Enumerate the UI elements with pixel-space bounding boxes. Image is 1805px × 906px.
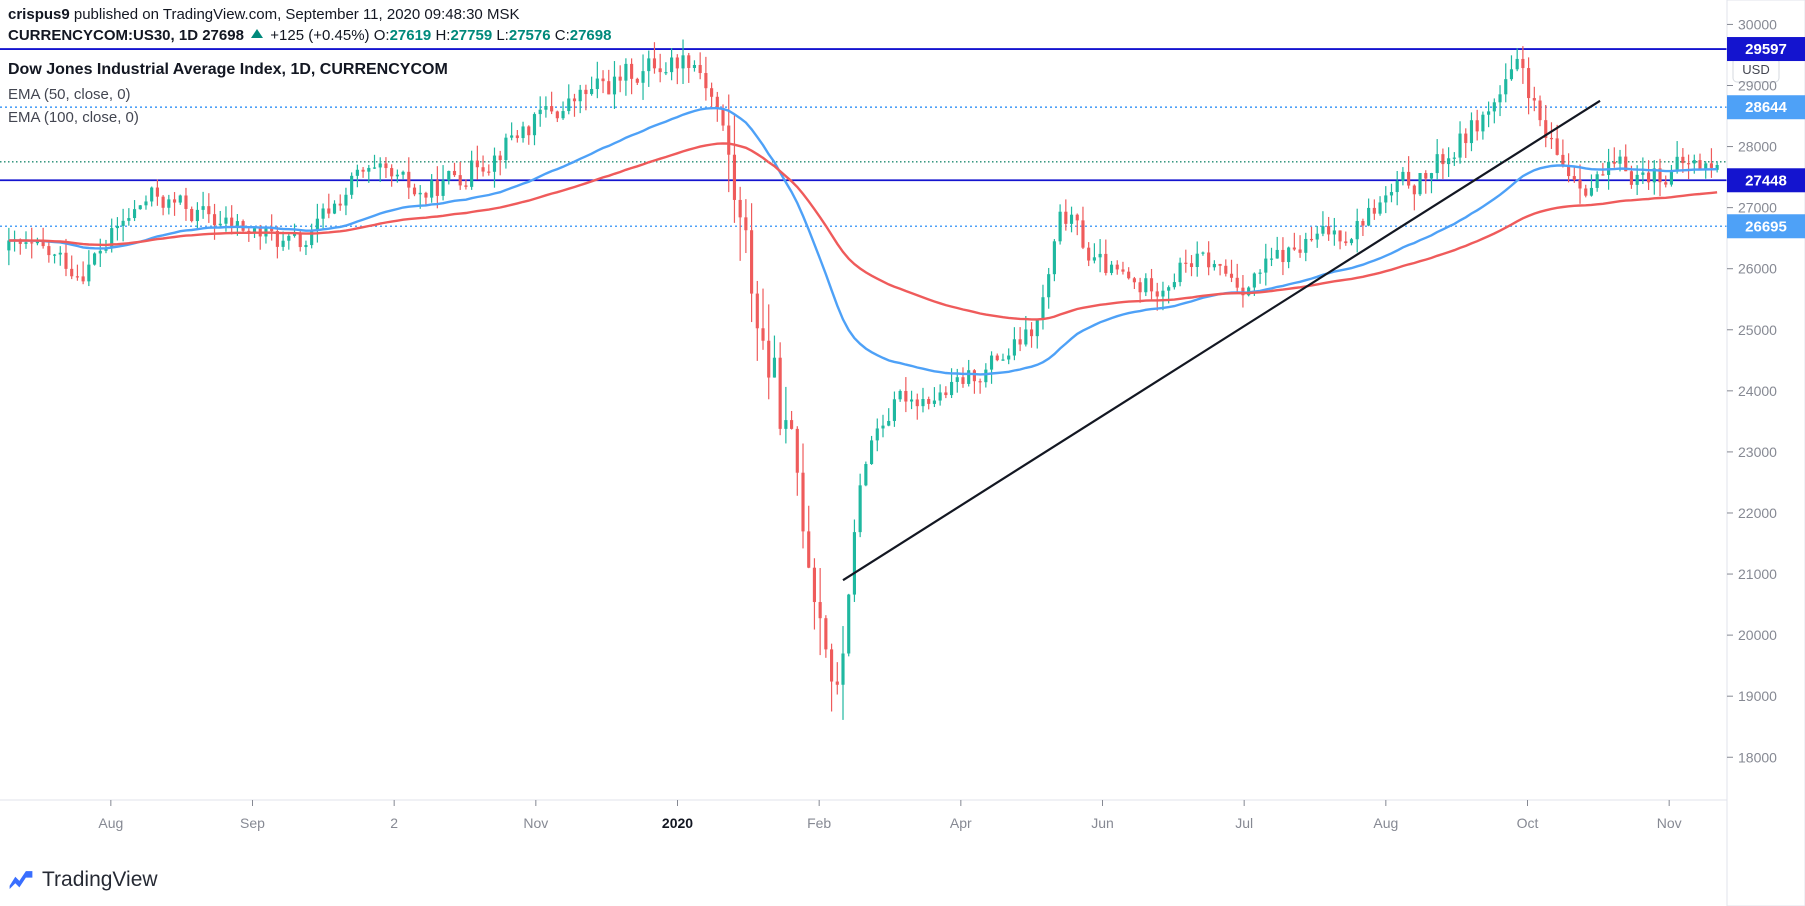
plot-area[interactable]: USD 30000 29000 28000 27000 26000 25000 24000 2… bbox=[0, 0, 1805, 906]
svg-text:18000: 18000 bbox=[1738, 749, 1777, 765]
svg-text:Jun: Jun bbox=[1091, 815, 1114, 831]
svg-text:Oct: Oct bbox=[1517, 815, 1539, 831]
svg-text:20000: 20000 bbox=[1738, 627, 1777, 643]
brand-text: TradingView bbox=[42, 868, 158, 892]
svg-text:2020: 2020 bbox=[662, 815, 693, 831]
tradingview-logo-icon bbox=[8, 869, 34, 891]
svg-text:Nov: Nov bbox=[523, 815, 548, 831]
svg-text:Aug: Aug bbox=[98, 815, 123, 831]
svg-text:Nov: Nov bbox=[1657, 815, 1682, 831]
svg-text:28644: 28644 bbox=[1745, 99, 1787, 116]
svg-text:25000: 25000 bbox=[1738, 322, 1777, 338]
svg-text:21000: 21000 bbox=[1738, 566, 1777, 582]
svg-text:USD: USD bbox=[1742, 62, 1769, 77]
tradingview-watermark: TradingView bbox=[8, 868, 158, 892]
svg-text:Aug: Aug bbox=[1373, 815, 1398, 831]
svg-text:26000: 26000 bbox=[1738, 261, 1777, 277]
svg-text:29000: 29000 bbox=[1738, 77, 1777, 93]
svg-text:Apr: Apr bbox=[950, 815, 972, 831]
svg-text:27000: 27000 bbox=[1738, 200, 1777, 216]
tradingview-chart-app: crispus9 published on TradingView.com, S… bbox=[0, 0, 1805, 906]
svg-text:24000: 24000 bbox=[1738, 383, 1777, 399]
svg-text:Jul: Jul bbox=[1235, 815, 1253, 831]
svg-text:2: 2 bbox=[390, 815, 398, 831]
svg-text:22000: 22000 bbox=[1738, 505, 1777, 521]
svg-text:19000: 19000 bbox=[1738, 688, 1777, 704]
svg-text:Sep: Sep bbox=[240, 815, 265, 831]
svg-text:28000: 28000 bbox=[1738, 139, 1777, 155]
svg-text:Feb: Feb bbox=[807, 815, 831, 831]
svg-text:30000: 30000 bbox=[1738, 16, 1777, 32]
svg-text:26695: 26695 bbox=[1745, 218, 1787, 235]
svg-text:23000: 23000 bbox=[1738, 444, 1777, 460]
svg-text:29597: 29597 bbox=[1745, 41, 1787, 58]
svg-text:27448: 27448 bbox=[1745, 172, 1787, 189]
